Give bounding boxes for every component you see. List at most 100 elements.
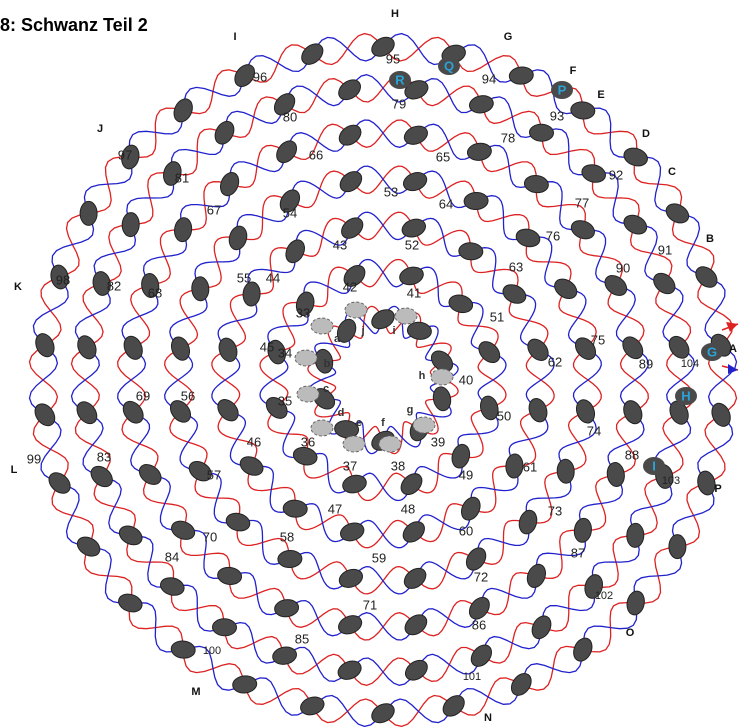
bobbin xyxy=(314,348,334,374)
number-label: 98 xyxy=(56,272,70,287)
bobbin xyxy=(529,123,554,142)
bobbin xyxy=(282,499,308,518)
letter-label: K xyxy=(14,281,22,293)
bobbin xyxy=(50,264,69,290)
number-label: 45 xyxy=(260,339,274,354)
letter-label: B xyxy=(706,233,714,245)
pin-label: c xyxy=(323,383,329,395)
number-label: 35 xyxy=(278,393,292,408)
bobbin xyxy=(300,696,325,716)
letter-label: P xyxy=(714,483,721,495)
bobbin xyxy=(653,272,676,295)
number-label: 101 xyxy=(463,671,481,683)
number-label: 91 xyxy=(658,242,672,257)
bobbin xyxy=(79,200,98,226)
bobbin xyxy=(76,536,101,557)
bobbin xyxy=(404,614,428,636)
title: 8: Schwanz Teil 2 xyxy=(0,15,148,35)
marked-bobbin xyxy=(551,81,573,99)
letter-label: L xyxy=(11,464,18,476)
thread xyxy=(211,211,555,549)
bobbin xyxy=(584,574,603,599)
marker-label: R xyxy=(395,72,405,87)
bobbin xyxy=(573,637,593,662)
number-label: 38 xyxy=(391,458,405,473)
thread xyxy=(28,32,738,727)
number-label: 36 xyxy=(301,434,315,449)
bobbins xyxy=(34,36,732,724)
bobbin xyxy=(242,281,261,307)
pin-label: b xyxy=(324,358,331,370)
bobbin xyxy=(711,402,731,427)
number-label: 70 xyxy=(203,529,217,544)
bobbin xyxy=(118,593,143,613)
bobbin xyxy=(668,534,687,560)
number-label: 103 xyxy=(662,475,680,487)
pin xyxy=(342,435,366,453)
number-label: 86 xyxy=(472,617,486,632)
number-label: 84 xyxy=(165,549,179,564)
marked-bobbin xyxy=(389,71,411,89)
marker-label: I xyxy=(652,458,656,473)
bobbin xyxy=(334,420,360,439)
bobbin xyxy=(430,350,454,372)
number-label: 62 xyxy=(548,354,562,369)
number-label: 82 xyxy=(107,278,121,293)
letter-label: F xyxy=(570,65,577,77)
bobbin xyxy=(123,335,143,360)
bobbin xyxy=(463,191,489,211)
bobbin xyxy=(695,266,718,288)
pin xyxy=(310,419,334,437)
number-label: 94 xyxy=(482,71,496,86)
bobbin xyxy=(337,660,362,680)
bobbin xyxy=(623,147,648,167)
thread xyxy=(164,165,602,595)
number-label: 67 xyxy=(207,202,221,217)
bobbin xyxy=(232,675,258,694)
marker-label: G xyxy=(707,344,717,359)
number-label: 64 xyxy=(439,196,453,211)
number-label: 34 xyxy=(278,345,292,360)
number-label: 63 xyxy=(509,259,523,274)
bobbin xyxy=(432,386,452,412)
bobbin xyxy=(285,239,305,264)
bobbin xyxy=(118,525,143,546)
bobbin xyxy=(342,474,367,494)
bobbin xyxy=(214,120,235,145)
pin xyxy=(378,435,402,453)
pin xyxy=(294,349,318,367)
bobbin xyxy=(121,212,140,238)
bobbin xyxy=(622,336,644,360)
number-label: 43 xyxy=(333,237,347,252)
bobbin xyxy=(191,276,210,302)
thread xyxy=(70,74,696,686)
letter-label: G xyxy=(504,31,513,43)
thread xyxy=(117,119,649,641)
number-label: 85 xyxy=(295,631,309,646)
bobbin xyxy=(402,521,425,543)
bobbin xyxy=(523,175,549,194)
number-label: 74 xyxy=(587,423,601,438)
bobbin xyxy=(338,79,361,101)
bobbin xyxy=(336,318,357,343)
letter-label: O xyxy=(626,627,635,639)
bobbin xyxy=(626,522,645,548)
bobbin xyxy=(228,225,248,251)
number-label: 93 xyxy=(550,108,564,123)
bobbin xyxy=(518,509,538,535)
bobbin xyxy=(277,549,303,569)
bobbin xyxy=(292,446,318,466)
bobbin xyxy=(138,464,162,485)
bobbin xyxy=(76,401,98,425)
marker-label: H xyxy=(681,388,690,403)
bobbin xyxy=(169,400,192,423)
bobbin xyxy=(35,333,55,358)
bobbin xyxy=(574,337,597,360)
number-label: 55 xyxy=(237,270,251,285)
bobbin xyxy=(502,284,527,304)
bobbin xyxy=(339,171,363,193)
number-label: 61 xyxy=(523,459,537,474)
number-label: 37 xyxy=(343,458,357,473)
bobbin xyxy=(402,172,428,192)
bobbin xyxy=(295,291,315,317)
